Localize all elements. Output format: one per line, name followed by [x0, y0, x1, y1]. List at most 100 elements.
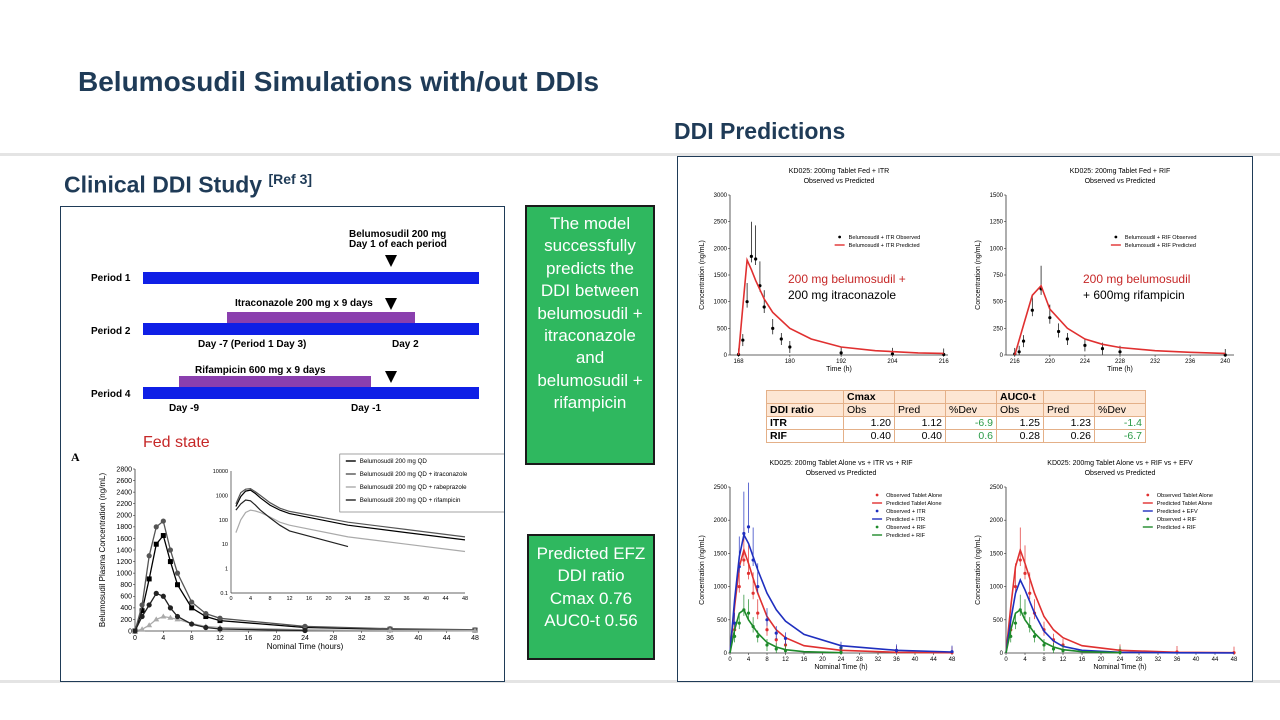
y-tick-label: 1400	[116, 547, 132, 554]
chart-title: KD025: 200mg Tablet Fed + RIF	[1070, 168, 1170, 175]
data-point	[167, 614, 174, 620]
x-tick-label: 240	[1220, 359, 1231, 365]
data-point	[742, 558, 746, 562]
x-tick-label: 0	[1004, 657, 1008, 663]
y-tick-label: 1000	[714, 585, 728, 591]
column-header: DDI ratio	[766, 403, 844, 417]
data-point	[1065, 337, 1069, 341]
data-point	[1223, 353, 1227, 357]
table-cell: 1.25	[996, 416, 1044, 430]
data-point	[762, 305, 766, 309]
y-tick-label: 2500	[714, 485, 728, 491]
legend-marker	[838, 235, 842, 239]
inset-x-tick-label: 24	[345, 596, 351, 602]
table-cell: 1.12	[894, 416, 946, 430]
inset-x-tick-label: 48	[462, 596, 468, 602]
data-point	[153, 541, 159, 547]
data-point	[139, 602, 145, 608]
study-schematic: Belumosudil 200 mg Day 1 of each period …	[71, 229, 479, 464]
series-line	[1005, 577, 1235, 654]
x-tick-label: 16	[801, 657, 808, 663]
table-cell: 1.20	[843, 416, 895, 430]
column-header: Pred	[894, 403, 946, 417]
inset-x-tick-label: 28	[364, 596, 370, 602]
x-axis-title: Nominal Time (h)	[1093, 664, 1146, 671]
data-point	[139, 608, 145, 614]
y-tick-label: 1000	[990, 585, 1004, 591]
inset-x-tick-label: 0	[229, 596, 232, 602]
data-point	[1028, 591, 1032, 595]
legend-marker	[875, 509, 879, 513]
legend-label: Belumosudil 200 mg QD + itraconazole	[360, 471, 468, 478]
dose-arrow-2	[385, 298, 397, 310]
data-point	[1042, 643, 1046, 647]
x-tick-label: 32	[875, 657, 882, 663]
inset-x-tick-label: 4	[249, 596, 252, 602]
y-tick-label: 2200	[116, 501, 132, 508]
column-header: %Dev	[1094, 403, 1146, 417]
x-tick-label: 40	[912, 657, 919, 663]
data-point	[1032, 634, 1037, 638]
x-tick-label: 4	[1023, 657, 1027, 663]
data-point	[1118, 350, 1122, 354]
data-point	[132, 628, 138, 634]
data-point	[756, 611, 760, 615]
table-cell	[894, 390, 946, 404]
data-point	[751, 591, 755, 595]
x-tick-label: 216	[939, 359, 950, 365]
y-tick-label: 1250	[990, 220, 1004, 226]
page-title: Belumosudil Simulations with/out DDIs	[78, 66, 600, 97]
period-4-label: Period 4	[91, 389, 131, 400]
data-point	[189, 599, 195, 605]
legend-label: Predicted + EFV	[1157, 509, 1198, 515]
data-point	[167, 605, 174, 611]
period-1-bar	[143, 272, 479, 284]
y-tick-label: 0	[724, 651, 728, 657]
y-axis-title: Belumosudil Plasma Concentration (ng/mL)	[98, 473, 107, 628]
y-tick-label: 1200	[116, 559, 132, 566]
x-tick-label: 232	[1150, 359, 1161, 365]
x-tick-label: 8	[1042, 657, 1046, 663]
x-tick-label: 32	[1155, 657, 1162, 663]
x-tick-label: 24	[1117, 657, 1124, 663]
data-point	[746, 611, 751, 615]
legend-box	[339, 453, 504, 513]
dose-arrow-1	[385, 255, 397, 267]
dose-arrow-3	[385, 371, 397, 383]
table-cell: -6.7	[1094, 429, 1146, 443]
inset-x-tick-label: 8	[268, 596, 271, 602]
legend-label: Observed + RIF	[886, 525, 926, 531]
x-tick-label: 228	[1115, 359, 1126, 365]
data-point	[765, 628, 769, 632]
y-tick-label: 750	[993, 273, 1004, 279]
column-header: %Dev	[945, 403, 997, 417]
period-2-start-day: Day -7 (Period 1 Day 3)	[198, 339, 306, 350]
data-point	[1013, 621, 1018, 625]
x-axis-title: Time (h)	[826, 366, 852, 373]
data-point	[167, 547, 174, 553]
itraconazole-label: Itraconazole 200 mg x 9 days	[235, 298, 373, 309]
data-point	[1100, 347, 1105, 351]
x-tick-label: 220	[1045, 359, 1056, 365]
data-point	[153, 616, 160, 622]
panel-letter: A	[71, 450, 80, 464]
data-point	[754, 257, 758, 261]
x-tick-label: 36	[386, 635, 394, 642]
data-point	[160, 518, 166, 524]
y-tick-label: 1500	[990, 551, 1004, 557]
y-tick-label: 250	[993, 326, 1004, 332]
period-2-bar	[143, 323, 479, 335]
data-point	[175, 582, 180, 588]
y-tick-label: 500	[717, 618, 728, 624]
x-tick-label: 32	[358, 635, 366, 642]
legend-label: Belumosudil + RIF Observed	[1125, 235, 1197, 241]
inset-series-line	[235, 499, 349, 548]
x-tick-label: 0	[133, 635, 137, 642]
data-point	[153, 524, 159, 530]
x-tick-label: 8	[190, 635, 194, 642]
data-point	[203, 614, 209, 620]
y-tick-label: 500	[993, 300, 1004, 306]
clinical-study-heading: Clinical DDI Study [Ref 3]	[64, 171, 312, 199]
y-axis-title: Concentration (ng/mL)	[975, 535, 982, 605]
table-cell	[766, 390, 844, 404]
